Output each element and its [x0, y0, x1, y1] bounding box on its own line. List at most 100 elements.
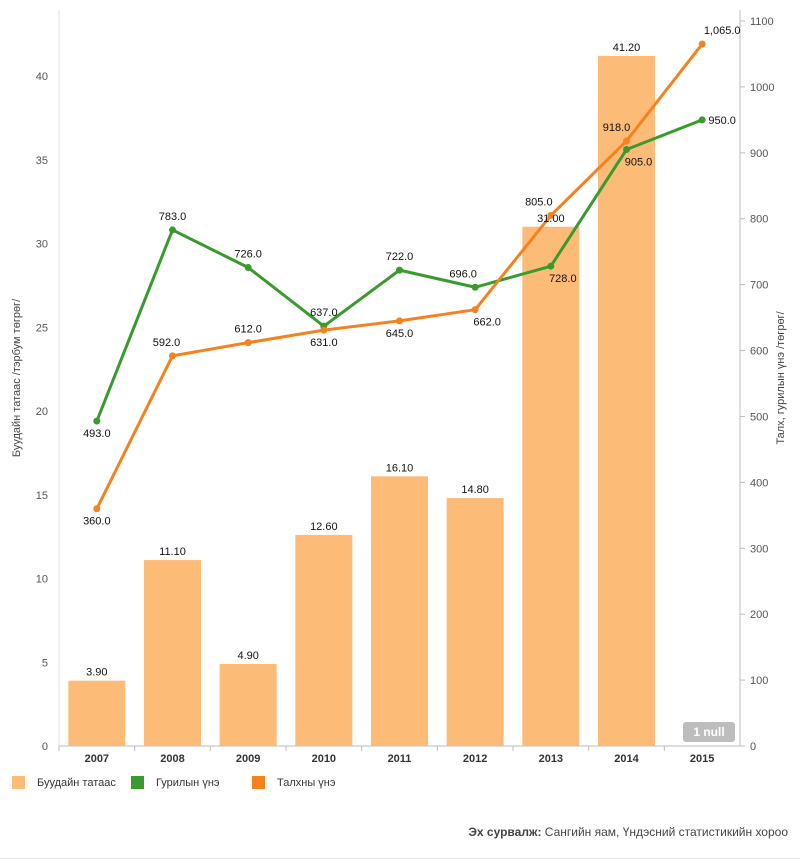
- line-point[interactable]: [396, 266, 403, 274]
- bar[interactable]: [598, 55, 655, 746]
- line-data-label: 592.0: [153, 337, 181, 349]
- x-category-label: 2009: [236, 753, 260, 765]
- left-tick-label: 40: [36, 71, 48, 83]
- bar[interactable]: [219, 663, 277, 746]
- line-data-label: 645.0: [386, 328, 414, 340]
- x-category-label: 2015: [690, 753, 714, 765]
- line-data-label: 696.0: [449, 268, 477, 280]
- right-tick-label: 300: [750, 543, 768, 555]
- right-tick-label: 0: [750, 741, 756, 753]
- line-data-label: 722.0: [386, 251, 414, 263]
- bar[interactable]: [68, 680, 126, 746]
- bar-data-label: 11.10: [159, 546, 186, 558]
- bar[interactable]: [522, 226, 580, 746]
- line-point[interactable]: [93, 417, 101, 425]
- line-point[interactable]: [547, 262, 555, 270]
- line-point[interactable]: [93, 505, 101, 513]
- line-point[interactable]: [244, 339, 252, 347]
- x-category-label: 2013: [539, 753, 563, 765]
- null-count-badge: 1 null: [683, 722, 735, 742]
- line-data-label: 662.0: [473, 317, 501, 329]
- bar[interactable]: [446, 498, 504, 746]
- bar-data-label: 4.90: [237, 650, 258, 662]
- line-point[interactable]: [471, 283, 479, 291]
- legend-swatch-wheat-subsidy: [12, 776, 25, 789]
- line-data-label: 360.0: [83, 516, 111, 528]
- bottom-divider: [0, 858, 800, 859]
- left-tick-label: 10: [36, 574, 48, 586]
- bar[interactable]: [295, 534, 353, 746]
- line-data-label: 631.0: [310, 337, 338, 349]
- right-tick-label: 400: [750, 477, 768, 489]
- source-note: Эх сурвалж: Сангийн яам, Үндэсний статис…: [468, 825, 788, 839]
- legend-label-flour-price: Гурилын үнэ: [156, 776, 220, 789]
- source-label: Эх сурвалж:: [468, 825, 542, 839]
- line-data-label: 493.0: [83, 428, 111, 440]
- bar[interactable]: [371, 476, 428, 746]
- legend-item-flour-price[interactable]: Гурилын үнэ: [131, 776, 220, 789]
- line-data-label: 783.0: [159, 211, 187, 223]
- line-series: [93, 40, 706, 513]
- line-data-label: 726.0: [234, 249, 262, 261]
- bar-data-label: 31.00: [537, 213, 565, 225]
- line-data-label: 918.0: [603, 122, 631, 134]
- legend-swatch-flour-price: [131, 776, 144, 789]
- legend-item-wheat-subsidy[interactable]: Буудайн татаас: [12, 776, 116, 789]
- bar[interactable]: [144, 560, 201, 746]
- bar-data-label: 16.10: [386, 462, 414, 474]
- line-point[interactable]: [169, 226, 176, 234]
- legend-item-bread-price[interactable]: Талхны үнэ: [252, 776, 336, 789]
- bar-data-label: 12.60: [310, 521, 338, 533]
- line-data-label: 1,065.0: [704, 25, 741, 37]
- x-category-label: 2012: [463, 753, 487, 765]
- left-axis-title: Буудайн татаас /тэрбум төгрөг/: [11, 298, 23, 457]
- line-point[interactable]: [547, 211, 555, 219]
- x-category-label: 2007: [85, 753, 109, 765]
- right-tick-label: 100: [750, 675, 768, 687]
- line-point[interactable]: [471, 306, 479, 314]
- line-data-label: 637.0: [310, 307, 338, 319]
- chart: 0 5 10 15 20 25 30 35 40 0 100 200 300 400 500 600 700 8…: [11, 10, 787, 765]
- x-axis-categories: 2007 2008 2009 2010 2011 2012 2013 2014 2015: [58, 746, 714, 765]
- right-tick-label: 700: [750, 280, 768, 292]
- line-point[interactable]: [698, 116, 706, 124]
- left-tick-label: 5: [42, 657, 48, 669]
- bar-data-label: 3.90: [86, 667, 107, 679]
- line-data-label: 805.0: [525, 196, 553, 208]
- bar-data-label: 41.20: [613, 42, 641, 54]
- right-axis-ticks: 0 100 200 300 400 500 600 700 800 900 1000 1100: [740, 16, 774, 753]
- x-category-label: 2010: [312, 753, 336, 765]
- source-text: Сангийн яам, Үндэсний статистикийн хороо: [541, 825, 788, 839]
- left-axis-ticks: 0 5 10 15 20 25 30 35 40: [36, 71, 48, 753]
- data-labels: 3.90 11.10 4.90 12.60 16.10 14.80 31.00 41.20 49…: [83, 25, 740, 679]
- line-point[interactable]: [698, 40, 706, 48]
- line-point[interactable]: [623, 146, 630, 154]
- left-tick-label: 0: [42, 741, 48, 753]
- bar-data-label: 14.80: [461, 484, 489, 496]
- line-point[interactable]: [169, 352, 176, 360]
- left-tick-label: 25: [36, 322, 48, 334]
- right-tick-label: 900: [750, 148, 768, 160]
- right-tick-label: 200: [750, 609, 768, 621]
- right-tick-label: 1100: [750, 16, 774, 28]
- x-category-label: 2011: [388, 753, 412, 765]
- legend-label-wheat-subsidy: Буудайн татаас: [37, 776, 116, 789]
- bar-series: [68, 55, 655, 746]
- x-category-label: 2008: [160, 753, 184, 765]
- legend-label-bread-price: Талхны үнэ: [277, 776, 336, 789]
- left-tick-label: 30: [36, 239, 48, 251]
- line-data-label: 950.0: [708, 115, 736, 127]
- line-data-label: 905.0: [625, 157, 653, 169]
- line-point[interactable]: [396, 317, 403, 325]
- right-axis-title: Талх, гурилын үнэ /төгрөг/: [775, 310, 787, 444]
- x-category-label: 2014: [614, 753, 639, 765]
- line-data-label: 612.0: [234, 324, 262, 336]
- left-tick-label: 35: [36, 155, 48, 167]
- line-data-label: 728.0: [549, 273, 577, 285]
- line-point[interactable]: [244, 264, 252, 271]
- right-tick-label: 1000: [750, 82, 774, 94]
- legend: Буудайн татаас Гурилын үнэ Талхны үнэ: [0, 776, 800, 798]
- line-point[interactable]: [623, 137, 630, 145]
- line-point[interactable]: [320, 326, 328, 334]
- right-tick-label: 600: [750, 346, 768, 358]
